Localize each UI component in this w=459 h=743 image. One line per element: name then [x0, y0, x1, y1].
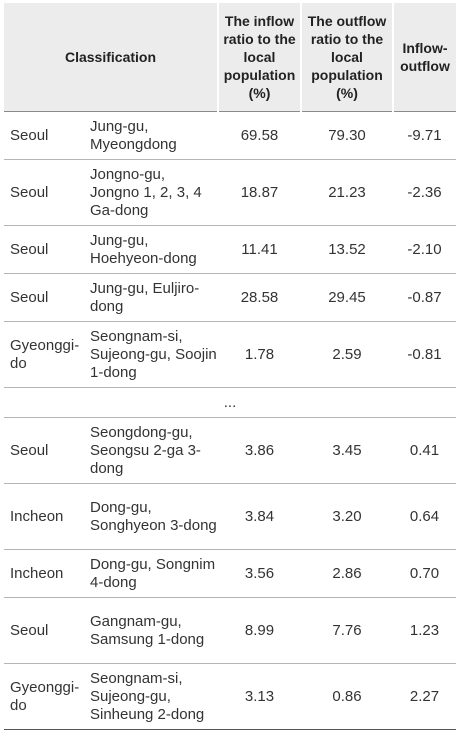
- inflow-cell: 3.56: [218, 549, 301, 598]
- ellipsis-row: ...: [4, 387, 456, 418]
- header-inflow-ratio: The inflow ratio to the local population…: [218, 3, 302, 112]
- district-cell: Jongno-gu, Jongno 1, 2, 3, 4 Ga-dong: [88, 159, 218, 226]
- region-cell: Seoul: [4, 159, 88, 226]
- region-cell: Incheon: [4, 483, 88, 550]
- table-row: Gyeonggi-do Seongnam-si, Sujeong-gu, Soo…: [4, 321, 456, 388]
- district-cell: Seongnam-si, Sujeong-gu, Soojin 1-dong: [88, 321, 218, 388]
- inflow-cell: 8.99: [218, 597, 301, 664]
- outflow-cell: 3.20: [301, 483, 393, 550]
- district-cell: Seongdong-gu, Seongsu 2-ga 3-dong: [88, 417, 218, 484]
- region-cell: Gyeonggi-do: [4, 663, 88, 730]
- outflow-cell: 3.45: [301, 417, 393, 484]
- inflow-cell: 1.78: [218, 321, 301, 388]
- table-row: Gyeonggi-do Seongnam-si, Sujeong-gu, Sin…: [4, 663, 456, 730]
- table-row: Seoul Jongno-gu, Jongno 1, 2, 3, 4 Ga-do…: [4, 159, 456, 226]
- difference-cell: 0.64: [393, 483, 456, 550]
- table-row: Seoul Jung-gu, Hoehyeon-dong 11.41 13.52…: [4, 225, 456, 274]
- header-outflow-ratio: The outflow ratio to the local populatio…: [301, 3, 394, 112]
- outflow-cell: 21.23: [301, 159, 393, 226]
- inflow-cell: 3.86: [218, 417, 301, 484]
- outflow-cell: 13.52: [301, 225, 393, 274]
- difference-cell: 2.27: [393, 663, 456, 730]
- district-cell: Dong-gu, Songnim 4-dong: [88, 549, 218, 598]
- table-row: Seoul Seongdong-gu, Seongsu 2-ga 3-dong …: [4, 417, 456, 484]
- table-row: Seoul Jung-gu, Myeongdong 69.58 79.30 -9…: [4, 111, 456, 160]
- table-row: Incheon Dong-gu, Songnim 4-dong 3.56 2.8…: [4, 549, 456, 598]
- difference-cell: 0.70: [393, 549, 456, 598]
- outflow-cell: 0.86: [301, 663, 393, 730]
- district-cell: Jung-gu, Hoehyeon-dong: [88, 225, 218, 274]
- inflow-cell: 18.87: [218, 159, 301, 226]
- outflow-cell: 79.30: [301, 111, 393, 160]
- outflow-cell: 7.76: [301, 597, 393, 664]
- region-cell: Seoul: [4, 597, 88, 664]
- region-cell: Seoul: [4, 225, 88, 274]
- region-cell: Seoul: [4, 417, 88, 484]
- region-cell: Seoul: [4, 273, 88, 322]
- header-classification: Classification: [4, 3, 219, 112]
- difference-cell: -2.10: [393, 225, 456, 274]
- district-cell: Jung-gu, Myeongdong: [88, 111, 218, 160]
- outflow-cell: 2.59: [301, 321, 393, 388]
- region-cell: Seoul: [4, 111, 88, 160]
- district-cell: Jung-gu, Euljiro-dong: [88, 273, 218, 322]
- difference-cell: -2.36: [393, 159, 456, 226]
- ellipsis: ...: [4, 387, 456, 418]
- region-cell: Gyeonggi-do: [4, 321, 88, 388]
- outflow-cell: 2.86: [301, 549, 393, 598]
- table-header: Classification The inflow ratio to the l…: [4, 3, 456, 112]
- inflow-cell: 3.13: [218, 663, 301, 730]
- inflow-cell: 69.58: [218, 111, 301, 160]
- district-cell: Dong-gu, Songhyeon 3-dong: [88, 483, 218, 550]
- outflow-cell: 29.45: [301, 273, 393, 322]
- difference-cell: -0.87: [393, 273, 456, 322]
- district-cell: Seongnam-si, Sujeong-gu, Sinheung 2-dong: [88, 663, 218, 730]
- population-flow-table: Classification The inflow ratio to the l…: [4, 3, 456, 730]
- district-cell: Gangnam-gu, Samsung 1-dong: [88, 597, 218, 664]
- inflow-cell: 3.84: [218, 483, 301, 550]
- difference-cell: 0.41: [393, 417, 456, 484]
- difference-cell: -9.71: [393, 111, 456, 160]
- difference-cell: -0.81: [393, 321, 456, 388]
- difference-cell: 1.23: [393, 597, 456, 664]
- region-cell: Incheon: [4, 549, 88, 598]
- header-inflow-outflow: Inflow-outflow: [393, 3, 456, 112]
- table-row: Seoul Jung-gu, Euljiro-dong 28.58 29.45 …: [4, 273, 456, 322]
- table-row: Seoul Gangnam-gu, Samsung 1-dong 8.99 7.…: [4, 597, 456, 664]
- table-row: Incheon Dong-gu, Songhyeon 3-dong 3.84 3…: [4, 483, 456, 550]
- inflow-cell: 11.41: [218, 225, 301, 274]
- inflow-cell: 28.58: [218, 273, 301, 322]
